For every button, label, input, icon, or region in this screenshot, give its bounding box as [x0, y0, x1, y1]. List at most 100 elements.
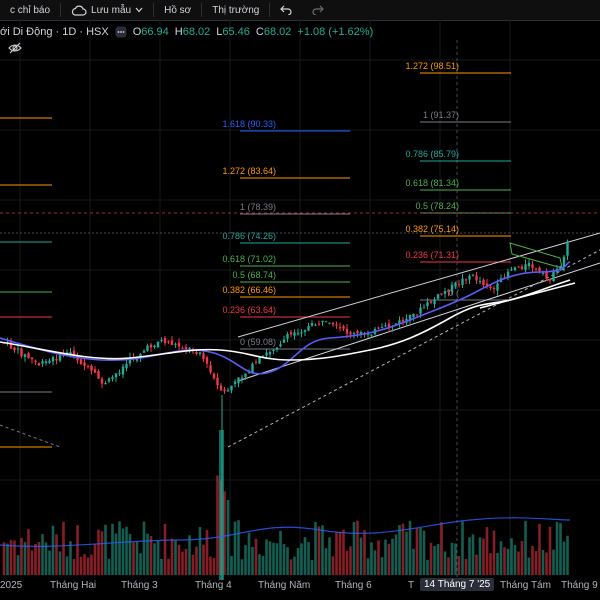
moving-average-blue — [0, 261, 571, 375]
volume-bar — [513, 545, 517, 575]
volume-bar — [174, 540, 177, 575]
volume-bar — [335, 532, 338, 575]
redo-button[interactable] — [302, 0, 334, 20]
volume-bar — [114, 533, 118, 575]
candle-body — [335, 324, 338, 326]
volume-bar — [499, 541, 503, 575]
volume-bars — [2, 430, 569, 580]
fib-level-label: 0.786 (85.79) — [405, 149, 459, 159]
eye-off-icon[interactable] — [8, 42, 22, 54]
dots-menu-icon[interactable] — [115, 26, 127, 38]
symbol-title[interactable]: ới Di Động · 1D · HSX — [0, 26, 109, 38]
profile-button[interactable]: Hồ sơ — [154, 0, 201, 20]
volume-bar — [506, 548, 510, 575]
undo-button[interactable] — [270, 0, 302, 20]
volume-bar — [286, 547, 289, 575]
volume-bar — [13, 540, 16, 575]
candle-body — [268, 352, 272, 355]
trend-line — [227, 249, 600, 448]
fib-level-label: 0.618 (81.34) — [405, 178, 459, 188]
candle-body — [174, 343, 177, 345]
market-button[interactable]: Thị trường — [202, 0, 269, 20]
volume-bar — [62, 521, 65, 575]
volume-bar — [471, 534, 475, 575]
candle-body — [23, 354, 27, 357]
volume-bar — [562, 541, 566, 575]
high-value: 68.02 — [182, 26, 211, 38]
candle-body — [310, 323, 314, 326]
low-value: 65.46 — [222, 26, 250, 38]
volume-bar — [517, 551, 520, 575]
candle-body — [471, 274, 475, 276]
volume-bar — [216, 475, 219, 575]
candle-body — [279, 344, 282, 347]
volume-bar — [177, 544, 181, 575]
volume-bar — [160, 558, 163, 575]
candle-body — [478, 281, 482, 283]
candle-body — [566, 241, 569, 256]
indicators-button[interactable]: c chỉ báo — [0, 0, 60, 20]
chevron-down-icon — [135, 7, 143, 13]
candle-body — [198, 352, 202, 354]
volume-bar — [555, 521, 559, 575]
candle-body — [366, 333, 370, 335]
volume-bar — [135, 541, 139, 575]
volume-bar — [198, 526, 202, 575]
save-layout-button[interactable]: Lưu mẫu — [61, 0, 153, 20]
candle-body — [107, 378, 111, 382]
volume-bar — [415, 528, 419, 575]
candle-body — [496, 283, 499, 291]
volume-bar — [261, 555, 265, 575]
channel-line — [237, 232, 600, 338]
candle-body — [97, 371, 100, 379]
volume-bar — [37, 541, 41, 575]
volume-bar — [548, 526, 552, 575]
volume-bar — [450, 542, 454, 575]
x-axis-label: Tháng 4 — [195, 580, 232, 591]
volume-bar — [86, 557, 90, 575]
candle-body — [475, 275, 478, 281]
candle-body — [321, 320, 324, 323]
candle-body — [223, 389, 226, 392]
candle-body — [282, 339, 286, 343]
candle-body — [251, 363, 254, 374]
candle-body — [436, 294, 440, 299]
volume-bar — [272, 542, 275, 575]
volume-bar — [296, 547, 300, 575]
open-value: 66.94 — [141, 26, 169, 38]
candle-body — [237, 377, 240, 384]
volume-bar — [251, 546, 254, 575]
volume-bar — [331, 556, 335, 575]
volume-bar — [433, 545, 436, 575]
volume-bar — [524, 520, 527, 575]
volume-bar — [345, 550, 349, 575]
volume-bar — [149, 536, 153, 575]
candle-body — [219, 385, 223, 391]
candle-body — [16, 348, 20, 350]
fibonacci-labels: 1.618 (90.33) 1.272 (83.64) 1 (78.39) 0.786… — [222, 61, 459, 347]
volume-bar — [405, 531, 408, 575]
volume-bar — [212, 557, 216, 575]
candle-body — [527, 262, 531, 266]
volume-bar — [566, 535, 569, 575]
volume-bar — [429, 542, 433, 575]
volume-bar — [153, 543, 156, 575]
candle-body — [128, 357, 132, 364]
volume-bar — [324, 548, 328, 575]
price-chart[interactable]: 1.618 (90.33) 1.272 (83.64) 1 (78.39) 0.786… — [0, 20, 600, 580]
volume-bar — [552, 549, 555, 575]
candle-body — [289, 332, 293, 335]
volume-bar — [156, 540, 160, 575]
candle-body — [202, 353, 205, 360]
volume-bar — [254, 538, 258, 575]
volume-bar — [51, 525, 55, 575]
volume-bar — [457, 556, 461, 575]
candle-body — [429, 301, 433, 303]
volume-bar — [69, 541, 72, 575]
volume-bar — [142, 521, 146, 575]
candle-body — [359, 332, 363, 335]
candle-body — [331, 323, 335, 325]
candle-body — [254, 361, 258, 363]
volume-bar — [76, 525, 79, 575]
candle-body — [55, 359, 58, 361]
